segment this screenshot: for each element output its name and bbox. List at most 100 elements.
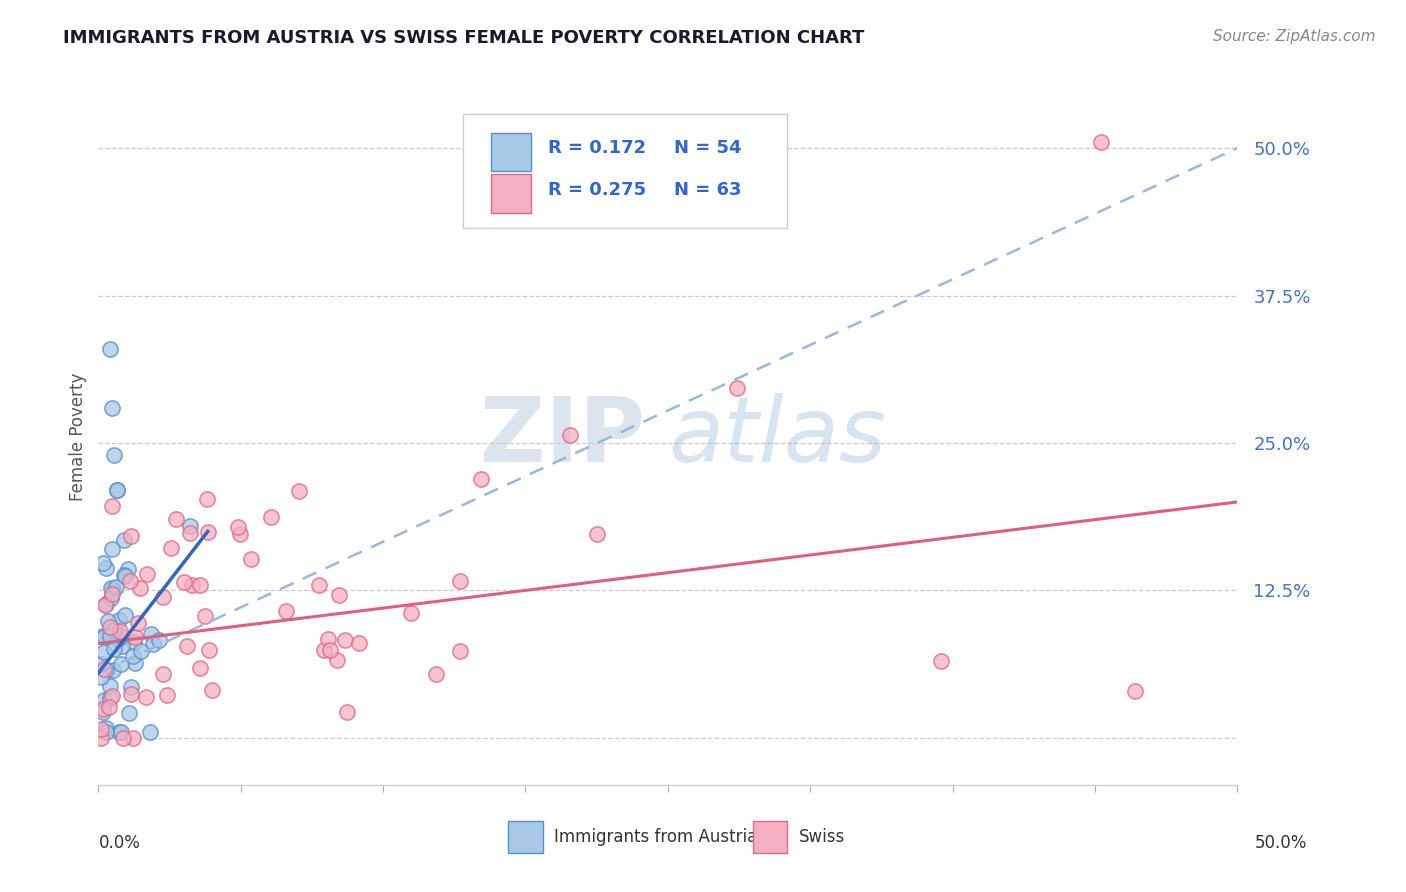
Point [152, 591, 174, 605]
Point [121, 731, 143, 745]
Point [101, 500, 124, 514]
Point [229, 527, 252, 541]
Point [107, 632, 129, 647]
Point [98, 699, 121, 714]
Point [112, 533, 135, 547]
Point [558, 428, 581, 442]
Point [449, 643, 471, 657]
Point [114, 569, 136, 583]
Point [90, 731, 112, 745]
Point [110, 725, 132, 739]
Point [316, 632, 339, 647]
Point [333, 632, 356, 647]
Point [93, 662, 115, 676]
Point [148, 632, 170, 647]
Point [108, 614, 131, 628]
Point [176, 640, 198, 654]
Point [96, 663, 118, 677]
Point [179, 526, 201, 541]
Point [1123, 683, 1146, 698]
Point [101, 401, 124, 415]
Point [180, 578, 202, 592]
Point [156, 688, 179, 702]
Point [122, 635, 145, 649]
Text: N = 63: N = 63 [673, 181, 741, 199]
Point [118, 706, 141, 720]
Text: Immigrants from Austria: Immigrants from Austria [554, 828, 758, 847]
Point [135, 690, 157, 705]
Point [319, 643, 342, 657]
Point [108, 725, 131, 739]
Point [110, 657, 132, 671]
Bar [491, 133, 531, 171]
Point [129, 581, 152, 595]
Point [122, 649, 145, 664]
Text: atlas: atlas [668, 393, 886, 481]
Text: R = 0.275: R = 0.275 [548, 181, 647, 199]
Point [179, 518, 201, 533]
Point [141, 627, 163, 641]
Point [98, 679, 121, 693]
Point [194, 609, 217, 624]
Point [94, 598, 117, 612]
Point [100, 591, 122, 605]
Text: ZIP: ZIP [479, 393, 645, 481]
Point [142, 637, 165, 651]
Point [725, 381, 748, 395]
Point [97, 614, 120, 628]
Point [312, 643, 335, 657]
Point [127, 616, 149, 631]
Point [111, 639, 134, 653]
Text: Swiss: Swiss [799, 828, 845, 847]
Point [259, 510, 281, 524]
Point [226, 520, 249, 534]
Point [197, 524, 219, 539]
Point [112, 567, 135, 582]
Point [100, 581, 122, 595]
Point [120, 680, 142, 694]
Y-axis label: Female Poverty: Female Poverty [69, 373, 87, 501]
Point [105, 581, 128, 595]
Point [586, 526, 609, 541]
Text: 0.0%: 0.0% [98, 834, 141, 852]
Point [336, 705, 359, 719]
Point [90, 722, 112, 736]
Point [90, 670, 112, 684]
Bar [754, 822, 787, 853]
Point [98, 620, 121, 634]
FancyBboxPatch shape [463, 113, 787, 228]
Point [165, 512, 187, 526]
Point [108, 624, 131, 639]
Point [308, 578, 330, 592]
Point [129, 644, 152, 658]
Point [94, 597, 117, 611]
Point [326, 653, 349, 667]
Bar [491, 175, 531, 212]
Text: 50.0%: 50.0% [1256, 834, 1308, 852]
Point [101, 587, 124, 601]
Point [118, 574, 141, 588]
Point [173, 575, 195, 590]
Point [105, 483, 128, 497]
Point [188, 661, 211, 675]
Point [105, 483, 128, 497]
Point [90, 657, 112, 671]
Point [274, 604, 297, 618]
Point [100, 690, 122, 705]
Point [120, 529, 142, 543]
Point [94, 725, 117, 739]
Point [152, 666, 174, 681]
Point [114, 608, 136, 623]
Point [98, 629, 121, 643]
Point [112, 731, 135, 745]
Point [91, 702, 114, 716]
Point [98, 342, 121, 356]
Point [195, 491, 218, 506]
Point [139, 725, 162, 739]
Point [100, 623, 122, 637]
Point [103, 623, 125, 637]
Point [93, 645, 115, 659]
Point [94, 721, 117, 735]
Point [93, 630, 115, 644]
Point [101, 689, 124, 703]
